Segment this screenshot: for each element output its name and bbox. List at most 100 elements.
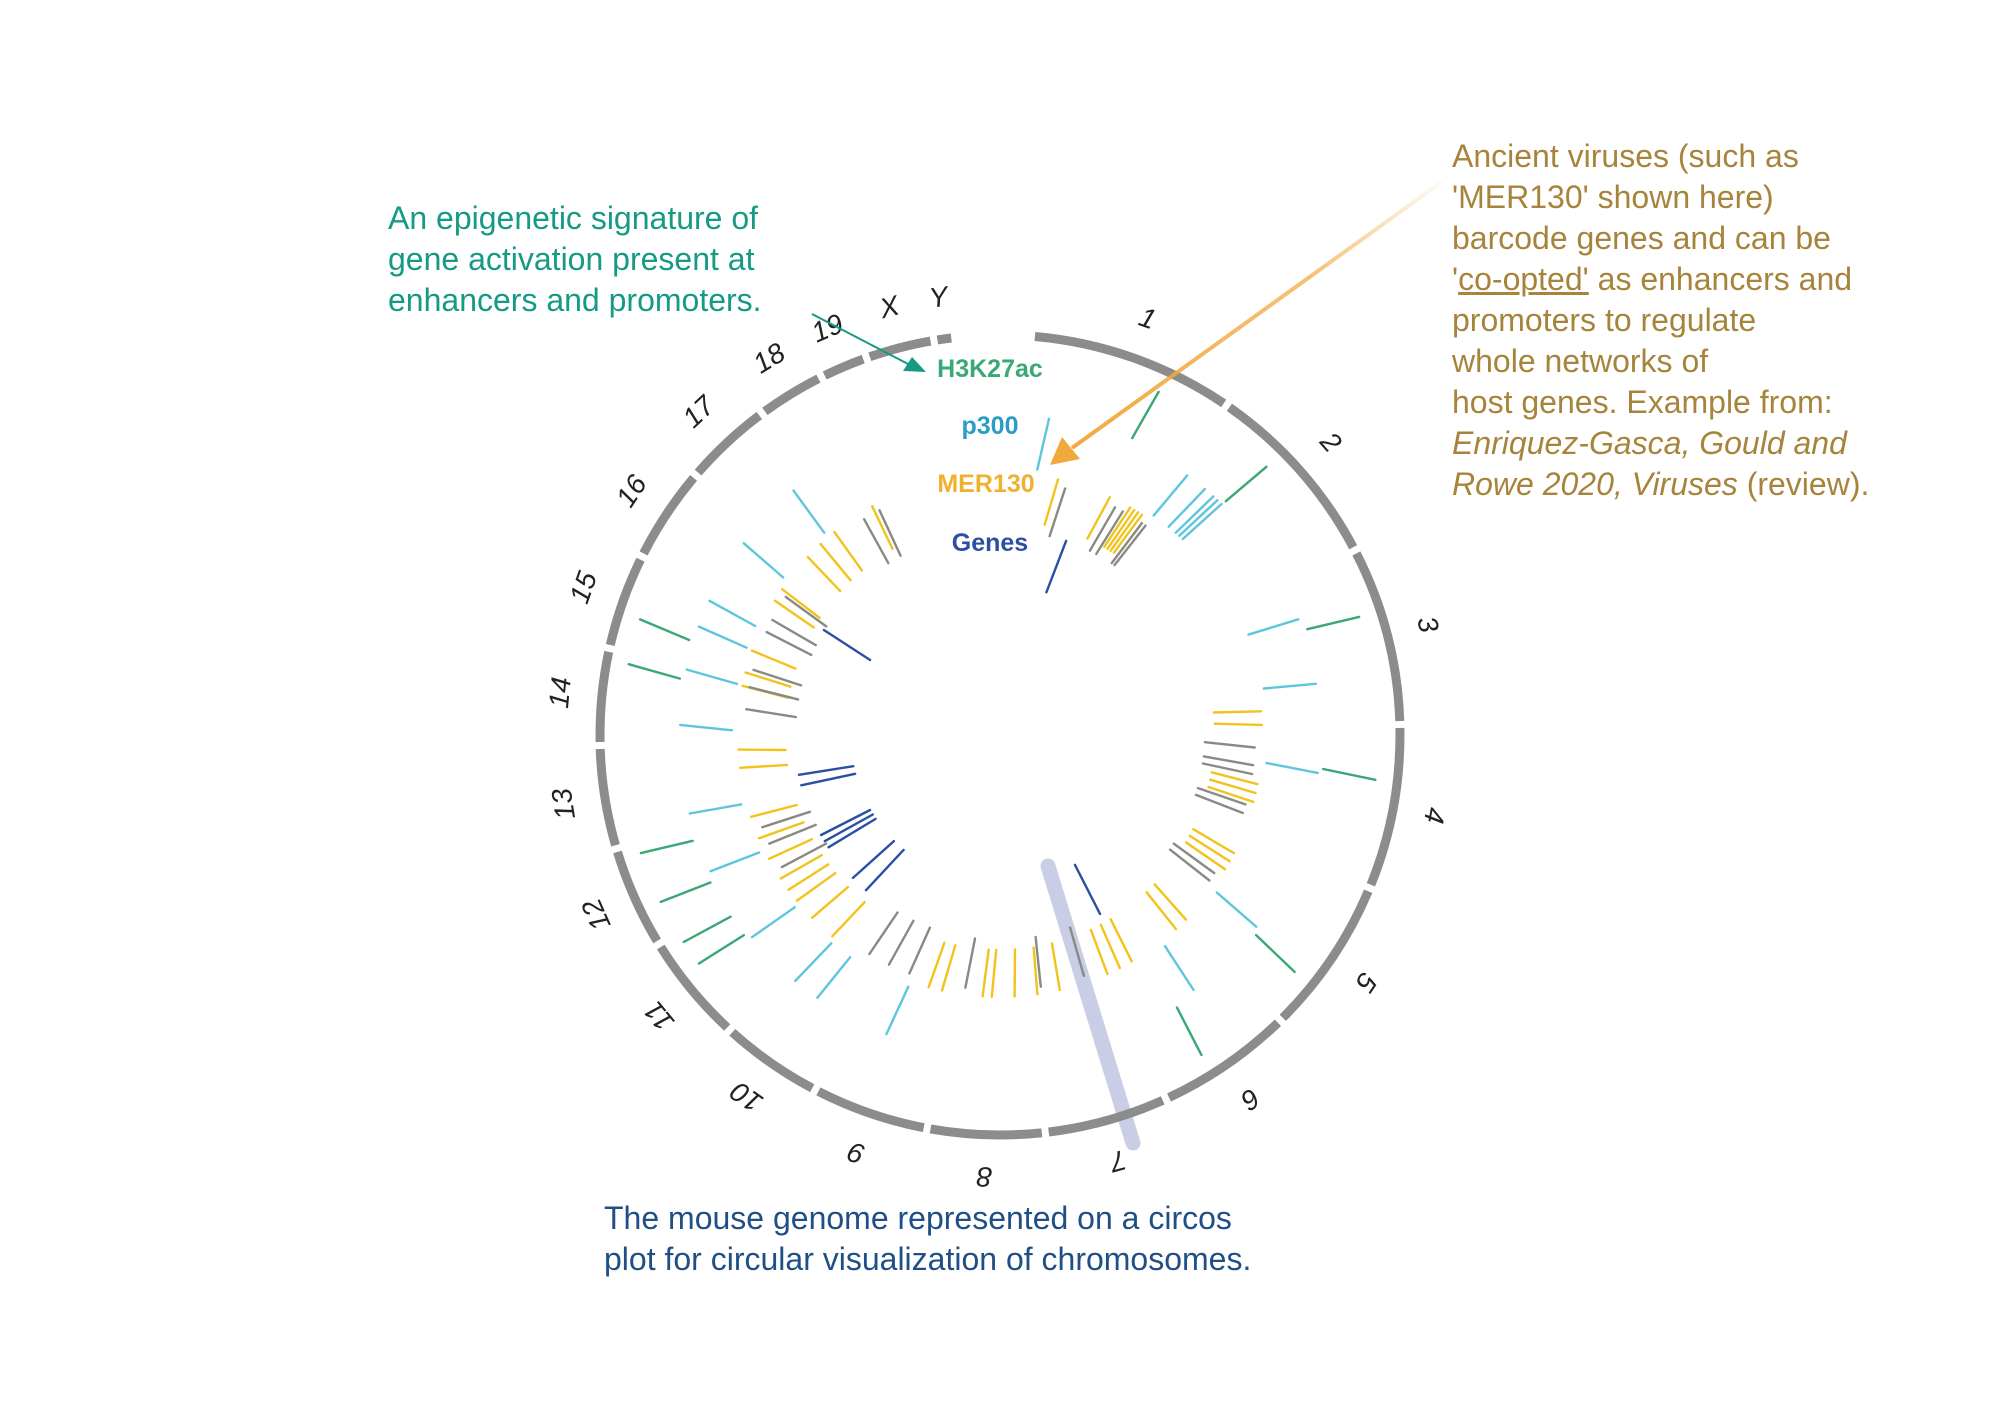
p300-mark: [1179, 500, 1217, 536]
chromosome-segment-3: [1356, 553, 1399, 721]
mer130-mark: [797, 873, 835, 900]
h3k27ac-mark: [1132, 392, 1158, 438]
chromosome-segment-8: [931, 1129, 1042, 1135]
track-label-mer130: MER130: [937, 470, 1034, 498]
p300-mark: [1264, 684, 1316, 689]
virus-text-fragment: as enhancers and: [1589, 261, 1852, 297]
chromosome-label-2: 2: [1314, 425, 1348, 458]
epigenetic-text-line: enhancers and promoters.: [388, 280, 848, 321]
p300-mark: [744, 543, 783, 577]
chromosome-segment-12: [618, 852, 658, 941]
gray-mark: [1205, 742, 1255, 747]
chromosome-label-9: 9: [844, 1136, 869, 1170]
chromosome-label-18: 18: [748, 336, 791, 379]
chromosome-segment-4: [1371, 728, 1400, 885]
p300-mark: [710, 601, 756, 626]
epigenetic-text-line: gene activation present at: [388, 239, 848, 280]
p300-mark: [1037, 419, 1049, 470]
h3k27ac-mark: [1307, 617, 1359, 629]
chromosome-ring: [600, 337, 1400, 1135]
genes-mark: [821, 810, 870, 835]
chr8-highlight-band: [1048, 866, 1133, 1143]
gray-mark: [1204, 756, 1253, 765]
chromosome-label-y: Y: [927, 280, 952, 314]
h3k27ac-mark: [629, 664, 680, 678]
chromosome-label-8: 8: [976, 1161, 993, 1193]
mer130-mark: [983, 950, 989, 997]
p300-mark: [687, 670, 737, 684]
virus-text-line: 'MER130' shown here): [1452, 177, 1972, 218]
h3k27ac-mark: [641, 841, 693, 853]
p300-mark: [1165, 946, 1194, 990]
mer130-mark: [992, 950, 996, 997]
citation-authors: Enriquez-Gasca, Gould and: [1452, 423, 1972, 464]
citation-review: (review).: [1738, 466, 1870, 502]
genes-mark: [866, 850, 904, 890]
gray-mark: [746, 709, 796, 717]
gray-mark: [869, 913, 897, 955]
mer130-mark: [872, 506, 892, 549]
virus-text-line: host genes. Example from:: [1452, 382, 1972, 423]
mer130-mark: [781, 855, 822, 878]
gray-mark: [909, 928, 930, 974]
chromosome-label-10: 10: [724, 1075, 768, 1119]
track-label-h3k27ac: H3K27ac: [937, 355, 1043, 383]
virus-arrow: [1072, 176, 1450, 448]
mer130-mark: [759, 822, 803, 838]
mouse-genome-caption: The mouse genome represented on a circos…: [604, 1198, 1404, 1280]
chromosome-segment-16: [644, 478, 694, 554]
chromosome-label-3: 3: [1411, 613, 1445, 636]
citation-journal: Rowe 2020, Viruses: [1452, 466, 1738, 502]
p300-mark: [1217, 893, 1256, 927]
mer130-mark: [740, 765, 787, 768]
chromosome-segment-14: [600, 652, 609, 742]
chromosome-label-6: 6: [1235, 1082, 1266, 1117]
chromosome-segment-1: [1035, 337, 1224, 404]
h3k27ac-mark: [661, 883, 711, 902]
chromosome-segment-13: [600, 749, 615, 845]
chromosome-label-14: 14: [543, 676, 577, 710]
co-opted-link[interactable]: co-opted': [1458, 261, 1589, 297]
chromosome-label-11: 11: [638, 995, 680, 1037]
virus-text-line: barcode genes and can be: [1452, 218, 1972, 259]
mer130-mark: [782, 589, 819, 618]
genes-mark: [825, 815, 873, 842]
track-label-genes: Genes: [952, 529, 1028, 557]
gray-mark: [965, 939, 975, 988]
mer130-mark: [1052, 944, 1060, 991]
p300-mark: [886, 987, 908, 1034]
mer130-mark: [1214, 711, 1261, 712]
virus-text-line: Ancient viruses (such as: [1452, 136, 1972, 177]
mer130-mark: [832, 902, 864, 936]
p300-mark: [817, 957, 850, 998]
h3k27ac-mark: [1226, 467, 1267, 501]
chromosome-segment-7: [1049, 1100, 1163, 1132]
chromosome-label-5: 5: [1349, 967, 1384, 998]
epigenetic-text-line: An epigenetic signature of: [388, 198, 848, 239]
chromosome-label-17: 17: [676, 389, 721, 434]
gray-mark: [880, 510, 901, 555]
p300-mark: [711, 853, 760, 872]
mer130-mark: [751, 805, 797, 817]
chromosome-label-16: 16: [610, 469, 653, 512]
gray-mark: [750, 687, 799, 699]
chromosome-segment-5: [1283, 891, 1368, 1018]
p300-mark: [690, 804, 741, 813]
mer130-mark: [812, 887, 848, 918]
h3k27ac-mark: [684, 917, 731, 942]
h3k27ac-mark: [699, 935, 744, 963]
h3k27ac-mark: [1323, 769, 1375, 780]
mer130-mark: [929, 943, 945, 987]
chromosome-segment-15: [610, 560, 640, 645]
p300-mark: [699, 627, 747, 648]
mer130-mark: [1155, 884, 1186, 919]
epigenetic-annotation: An epigenetic signature of gene activati…: [388, 198, 848, 321]
p300-mark: [795, 943, 831, 981]
mer130-mark: [789, 864, 829, 889]
virus-arrowhead: [1050, 437, 1080, 465]
chromosome-segment-9: [818, 1091, 923, 1127]
mer130-mark: [1147, 892, 1176, 929]
mer130-mark: [752, 651, 796, 669]
ancient-virus-annotation: Ancient viruses (such as 'MER130' shown …: [1452, 136, 1972, 505]
